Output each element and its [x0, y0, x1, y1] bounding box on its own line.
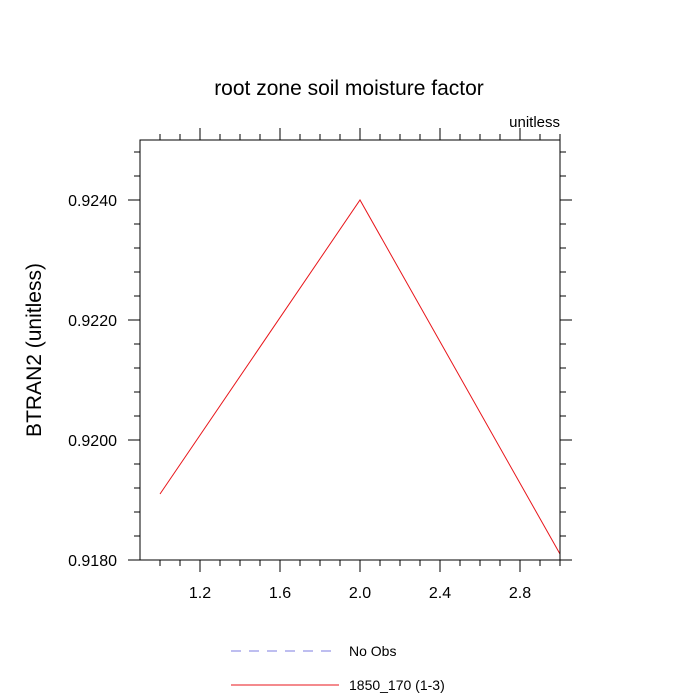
y-tick-label: 0.9180 — [68, 553, 117, 570]
x-tick-label: 1.6 — [269, 585, 291, 602]
series-layer — [159, 199, 561, 555]
plot-frame — [139, 139, 561, 561]
series-line — [159, 199, 561, 555]
legend: No Obs 1850_170 (1-3) — [231, 643, 445, 693]
legend-label: No Obs — [349, 643, 396, 659]
x-tick-label: 2.4 — [429, 585, 451, 602]
tick-labels: 1.2 1.6 2.0 2.4 2.8 0.9180 0.9200 0.9220 0.9240 — [68, 193, 531, 602]
axis-ticks — [128, 128, 572, 572]
y-axis-label: BTRAN2 (unitless) — [23, 263, 46, 437]
x-tick-label: 2.8 — [509, 585, 531, 602]
y-tick-label: 0.9240 — [68, 193, 117, 210]
units-label: unitless — [509, 114, 560, 131]
chart-title: root zone soil moisture factor — [214, 77, 484, 100]
legend-label: 1850_170 (1-3) — [349, 677, 445, 693]
y-tick-label: 0.9200 — [68, 433, 117, 450]
x-tick-label: 2.0 — [349, 585, 371, 602]
y-tick-label: 0.9220 — [68, 313, 117, 330]
x-tick-label: 1.2 — [189, 585, 211, 602]
